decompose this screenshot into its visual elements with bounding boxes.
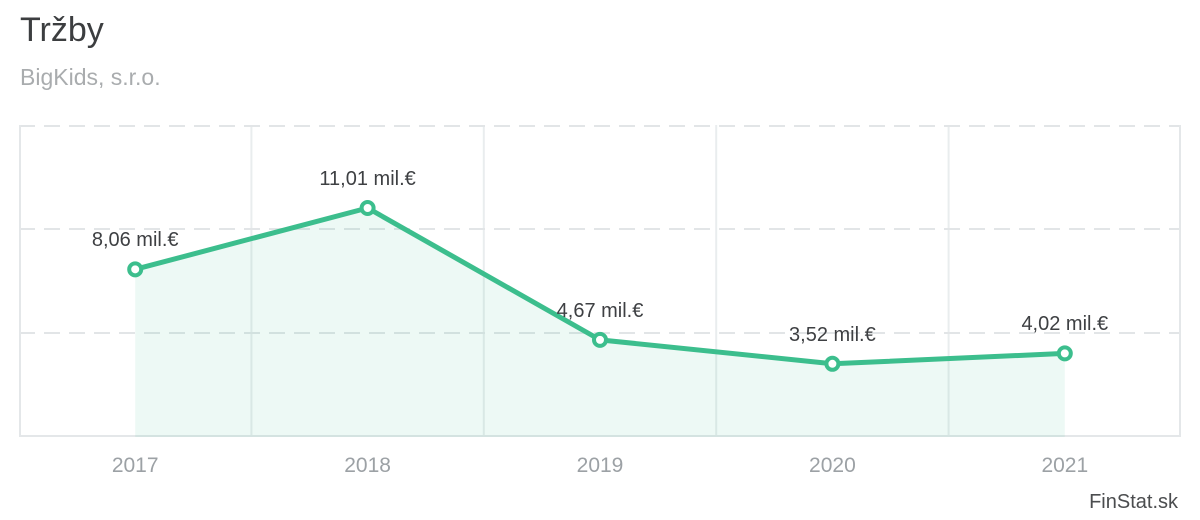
x-axis-label: 2020 bbox=[809, 454, 856, 477]
finstat-watermark[interactable]: FinStat.sk bbox=[1089, 491, 1178, 513]
page-title: Tržby bbox=[20, 11, 104, 49]
data-point-marker[interactable] bbox=[592, 331, 608, 348]
data-point-marker[interactable] bbox=[824, 355, 841, 372]
chart-canvas bbox=[19, 125, 1181, 437]
data-point-marker[interactable] bbox=[127, 261, 144, 278]
revenue-area-chart bbox=[19, 125, 1181, 437]
x-axis-label: 2018 bbox=[344, 454, 391, 477]
area-fill bbox=[135, 207, 1065, 437]
company-subtitle: BigKids, s.r.o. bbox=[20, 64, 161, 90]
data-point-marker[interactable] bbox=[359, 199, 376, 216]
x-axis-label: 2021 bbox=[1041, 454, 1089, 477]
x-axis-label: 2017 bbox=[111, 454, 159, 477]
data-point-marker[interactable] bbox=[1056, 345, 1073, 362]
x-axis-label: 2019 bbox=[576, 454, 624, 477]
